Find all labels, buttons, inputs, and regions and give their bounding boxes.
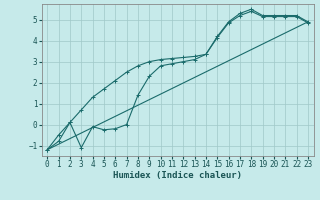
X-axis label: Humidex (Indice chaleur): Humidex (Indice chaleur) bbox=[113, 171, 242, 180]
